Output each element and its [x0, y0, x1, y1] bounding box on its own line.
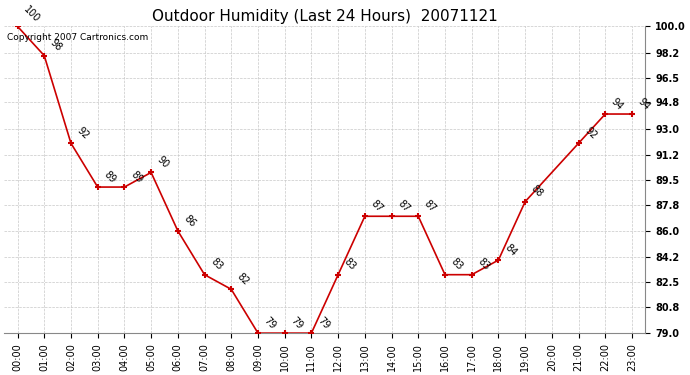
Text: 94: 94	[609, 96, 625, 112]
Text: 83: 83	[476, 257, 491, 273]
Text: 94: 94	[636, 96, 652, 112]
Text: 87: 87	[422, 198, 438, 214]
Text: 79: 79	[289, 315, 305, 331]
Text: 89: 89	[102, 169, 117, 185]
Text: 83: 83	[208, 257, 224, 273]
Text: 83: 83	[449, 257, 465, 273]
Text: 88: 88	[529, 184, 545, 200]
Text: 92: 92	[583, 125, 598, 141]
Title: Outdoor Humidity (Last 24 Hours)  20071121: Outdoor Humidity (Last 24 Hours) 2007112…	[152, 9, 497, 24]
Text: 92: 92	[75, 125, 91, 141]
Text: Copyright 2007 Cartronics.com: Copyright 2007 Cartronics.com	[8, 33, 148, 42]
Text: 98: 98	[48, 38, 64, 54]
Text: 90: 90	[155, 154, 171, 170]
Text: 82: 82	[235, 271, 251, 287]
Text: 87: 87	[369, 198, 385, 214]
Text: 84: 84	[502, 242, 518, 258]
Text: 87: 87	[396, 198, 411, 214]
Text: 79: 79	[262, 315, 278, 331]
Text: 79: 79	[315, 315, 331, 331]
Text: 89: 89	[128, 169, 144, 185]
Text: 86: 86	[182, 213, 198, 229]
Text: 100: 100	[21, 4, 42, 24]
Text: 83: 83	[342, 257, 358, 273]
